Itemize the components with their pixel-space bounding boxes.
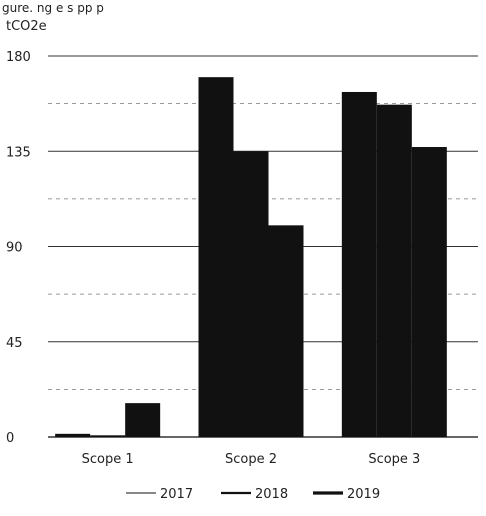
bar-scope-3-2017: [341, 91, 377, 437]
bar-scope-2-2017: [198, 77, 234, 438]
y-tick-label: 180: [6, 50, 31, 65]
bar-scope-3-2018: [376, 104, 412, 437]
y-tick-label: 45: [6, 336, 23, 351]
category-label: Scope 1: [82, 452, 134, 467]
bar-scope-1-2018: [90, 435, 126, 437]
legend-label-2018: 2018: [255, 487, 288, 502]
y-axis-unit-label: tCO2e: [6, 19, 47, 34]
category-label: Scope 2: [225, 452, 277, 467]
y-tick-label: 135: [6, 145, 31, 160]
bar-scope-2-2019: [268, 225, 304, 437]
bar-scope-3-2019: [411, 147, 447, 437]
bar-scope-1-2019: [125, 403, 161, 437]
y-tick-label: 90: [6, 241, 23, 256]
bar-scope-1-2017: [55, 433, 91, 437]
category-label: Scope 3: [368, 452, 420, 467]
legend: 2017 2018 2019: [126, 487, 380, 502]
bars: [55, 77, 447, 438]
legend-label-2019: 2019: [347, 487, 380, 502]
header-text: gure. ng e s pp p: [2, 1, 104, 15]
bar-scope-2-2018: [233, 151, 269, 437]
category-labels: Scope 1 Scope 2 Scope 3: [82, 452, 421, 467]
legend-label-2017: 2017: [160, 487, 193, 502]
y-tick-label: 0: [6, 431, 14, 446]
y-tick-labels: 0 45 90 135 180: [6, 50, 31, 446]
